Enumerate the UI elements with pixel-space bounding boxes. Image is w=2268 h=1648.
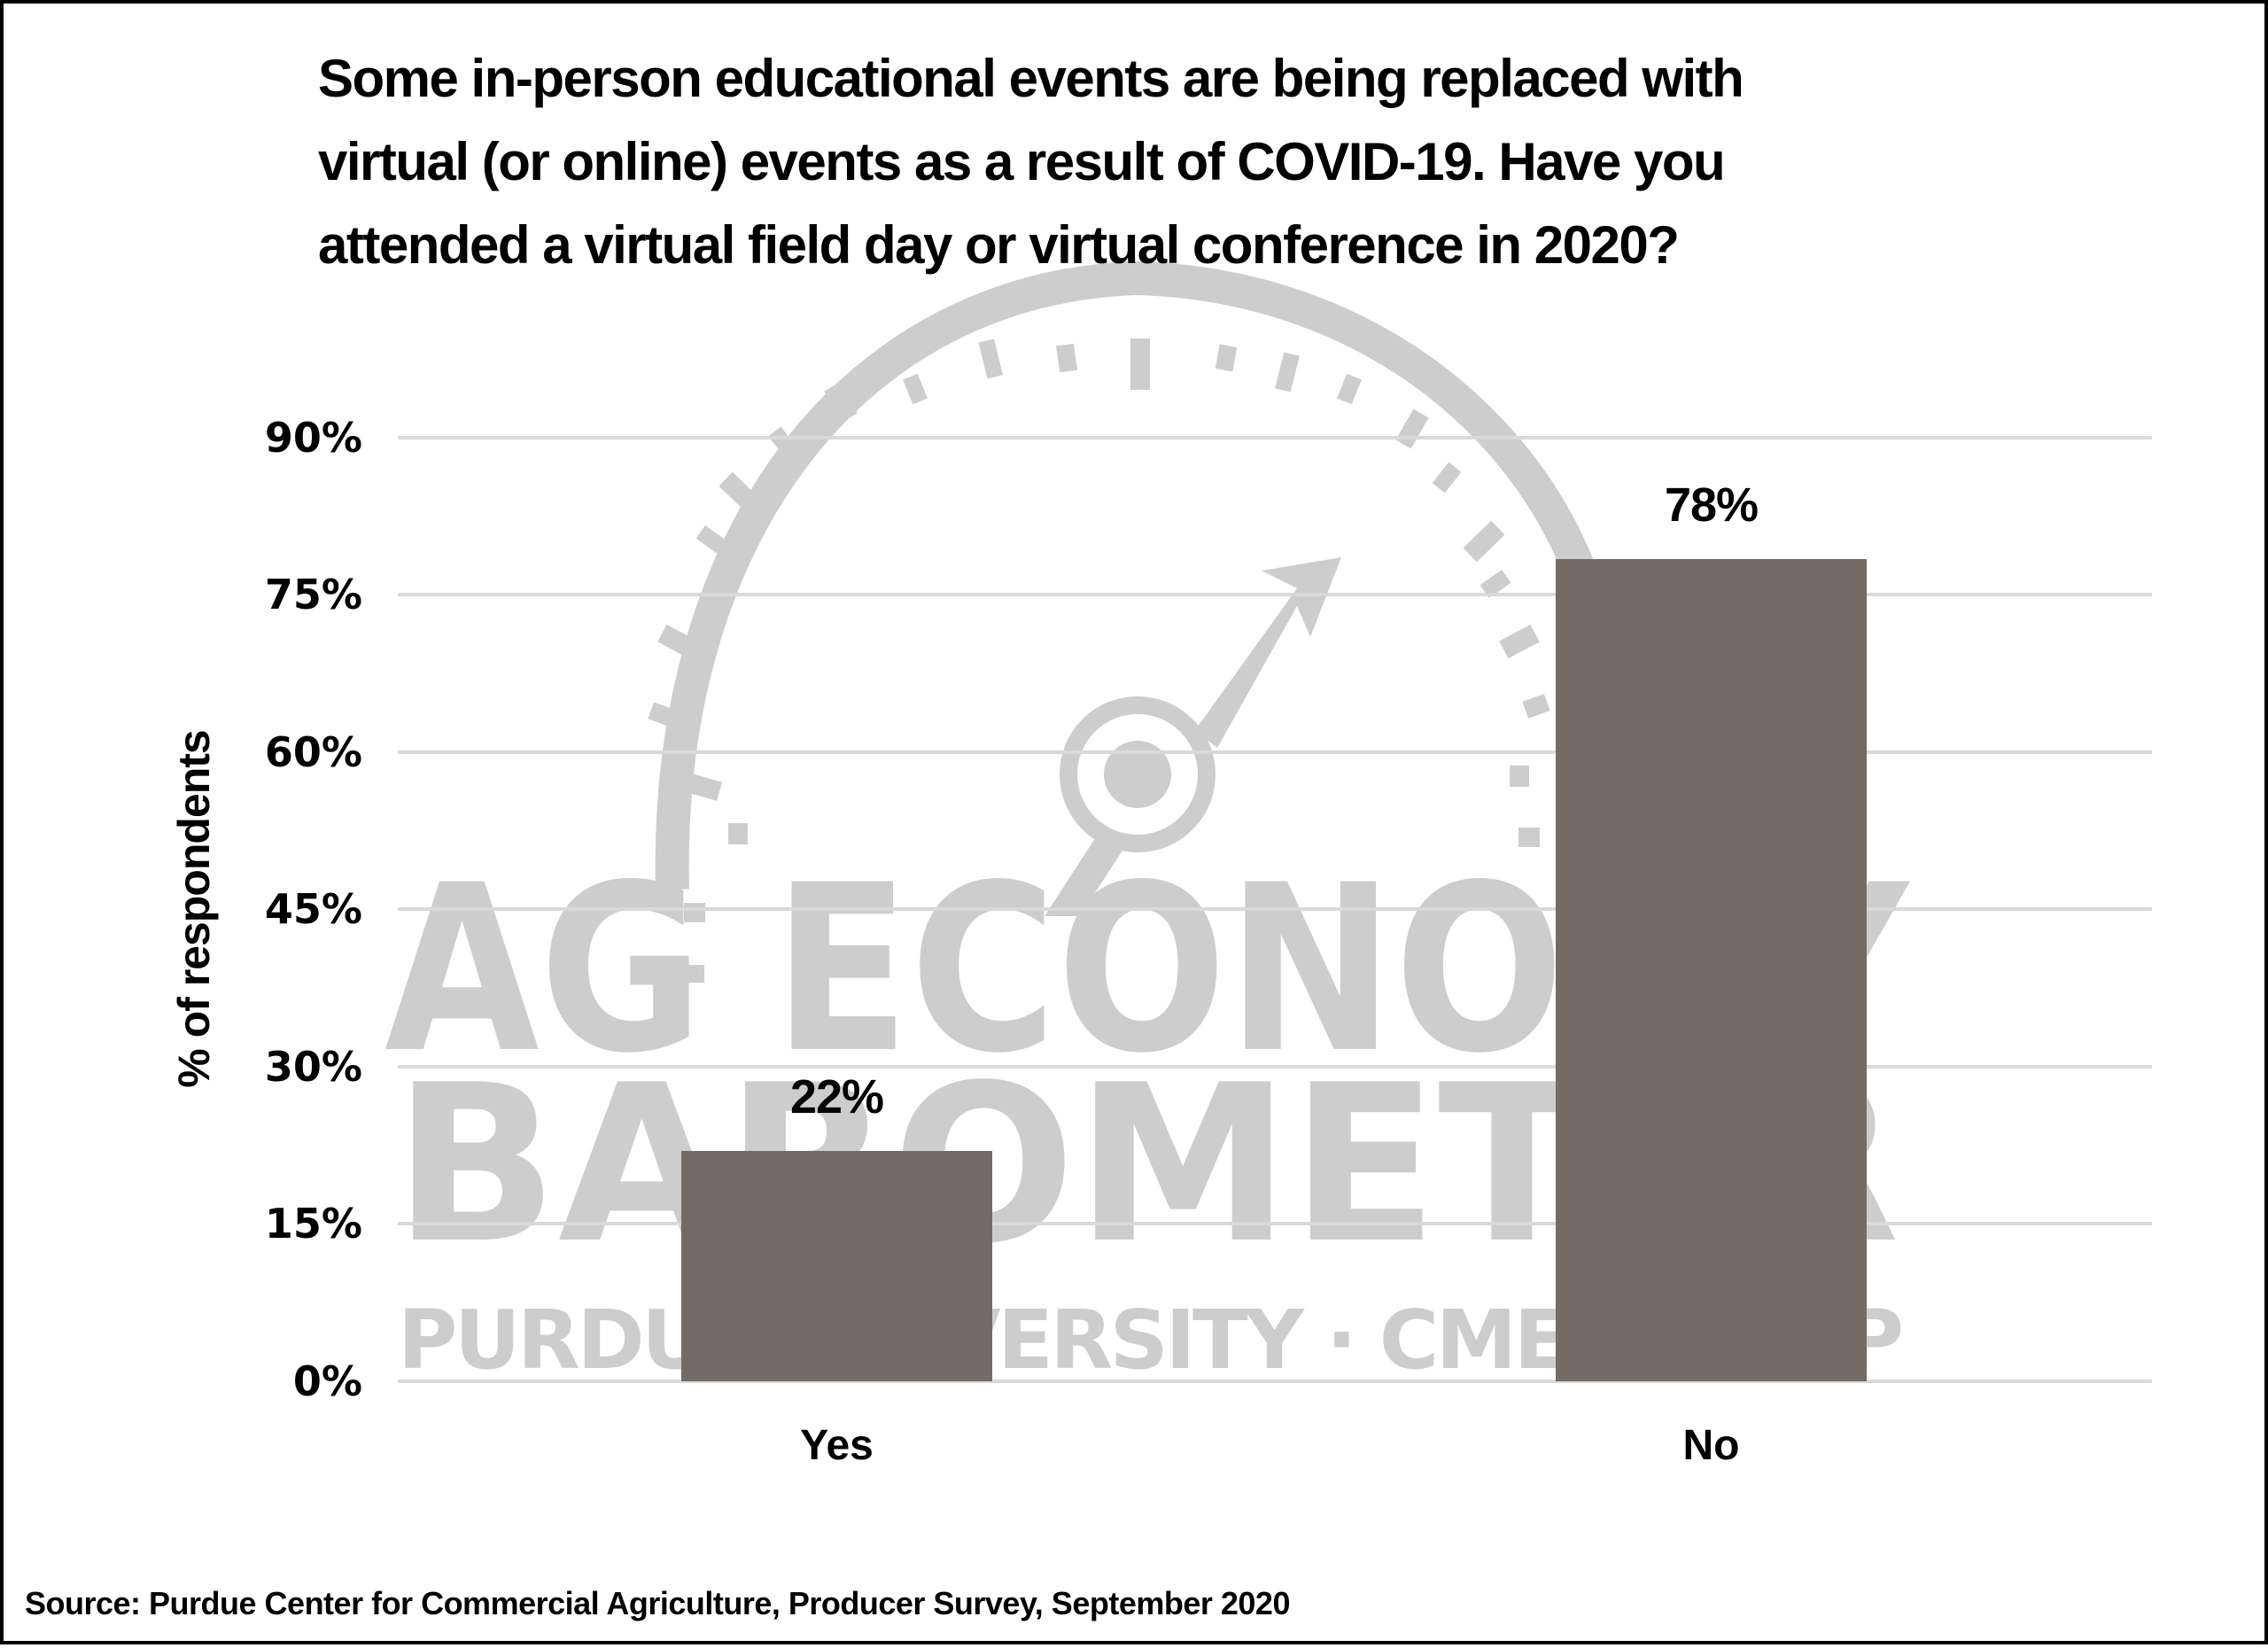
y-tick-45: 45% — [264, 885, 362, 933]
chart-title: Some in-person educational events are be… — [318, 37, 2001, 287]
gridline-0-baseline — [398, 1380, 2152, 1383]
y-tick-60: 60% — [264, 728, 362, 776]
gridline-45 — [398, 907, 2152, 911]
y-tick-15: 15% — [264, 1200, 362, 1248]
y-tick-75: 75% — [264, 571, 362, 618]
bar-yes-value-label: 22% — [789, 1070, 884, 1123]
source-note: Source: Purdue Center for Commercial Agr… — [25, 1585, 1290, 1621]
x-tick-yes: Yes — [800, 1422, 874, 1469]
x-tick-no: No — [1682, 1422, 1740, 1469]
title-line-2: virtual (or online) events as a result o… — [318, 132, 1726, 191]
bar-no: 78% — [1556, 478, 1867, 1381]
title-line-3: attended a virtual field day or virtual … — [318, 215, 1680, 275]
bar-no-value-label: 78% — [1664, 478, 1759, 532]
bar-yes: 22% — [681, 1070, 992, 1381]
gridline-75 — [398, 593, 2152, 596]
gridline-60 — [398, 750, 2152, 754]
y-tick-30: 30% — [264, 1043, 362, 1091]
gridline-15 — [398, 1222, 2152, 1225]
title-line-1: Some in-person educational events are be… — [318, 49, 1744, 108]
gridline-90 — [398, 436, 2152, 439]
gridline-30 — [398, 1065, 2152, 1069]
y-tick-90: 90% — [264, 414, 362, 462]
y-tick-0: 0% — [292, 1357, 362, 1405]
plot-area: 22% 78% — [398, 436, 2152, 1383]
